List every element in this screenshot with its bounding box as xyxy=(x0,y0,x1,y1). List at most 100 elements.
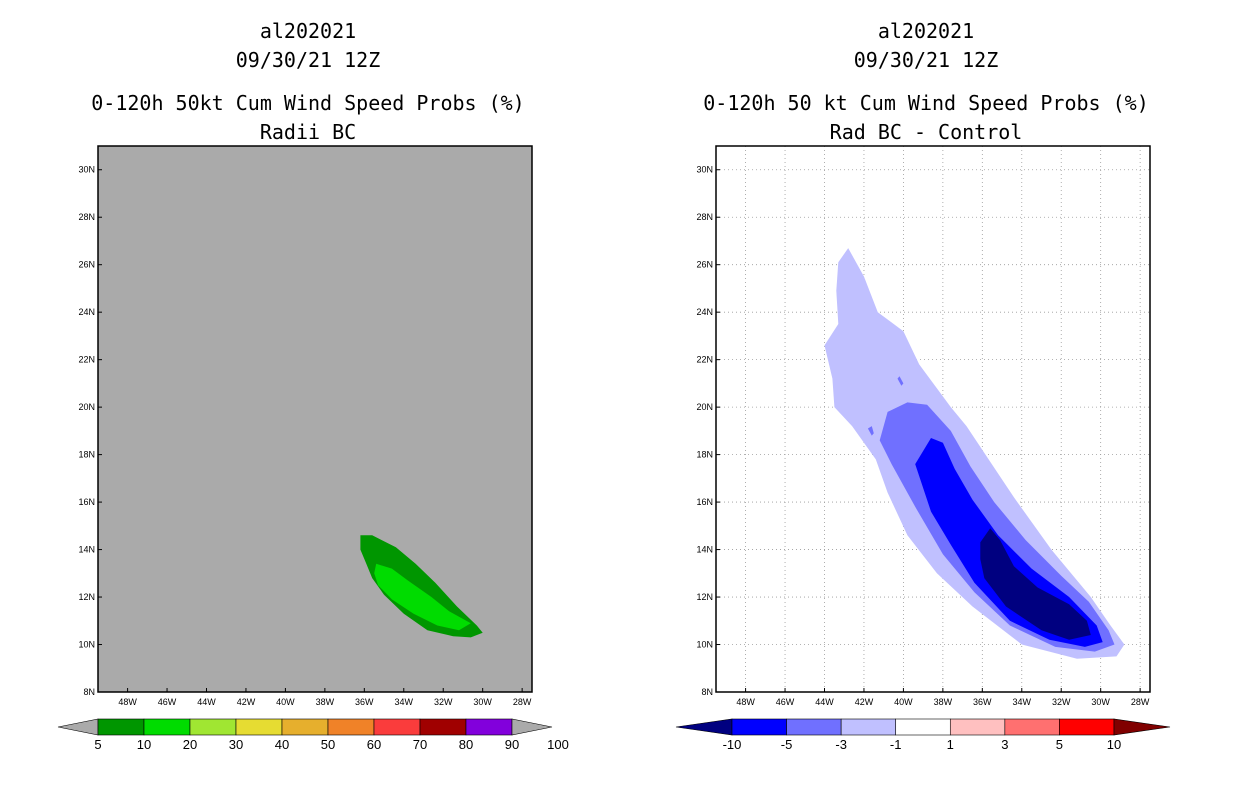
colorbar-label: 100 xyxy=(547,737,569,752)
contour-fill-3 xyxy=(980,528,1091,640)
right-title-datetime: 09/30/21 12Z xyxy=(854,48,999,72)
colorbar-swatch xyxy=(97,718,145,736)
colorbar-label: 90 xyxy=(505,737,519,752)
colorbar-swatch xyxy=(895,718,951,736)
right-colorbar: -10 -5 -3 -1 1 3 5 10 xyxy=(675,718,1171,752)
colorbar-label: 50 xyxy=(321,737,335,752)
colorbar-label: 20 xyxy=(183,737,197,752)
x-tick-label: 44W xyxy=(815,697,834,707)
x-tick-label: 46W xyxy=(776,697,795,707)
y-tick-label: 12N xyxy=(78,592,95,602)
contour-fill-1 xyxy=(374,563,471,631)
y-tick-label: 20N xyxy=(696,402,713,412)
x-tick-label: 28W xyxy=(513,697,532,707)
y-tick-label: 30N xyxy=(78,165,95,175)
colorbar-swatch xyxy=(465,718,513,736)
left-title-product: 0-120h 50kt Cum Wind Speed Probs (%) xyxy=(91,91,524,115)
x-tick-label: 36W xyxy=(973,697,992,707)
colorbar-label: 10 xyxy=(137,737,151,752)
y-tick-label: 26N xyxy=(78,260,95,270)
y-tick-label: 16N xyxy=(696,497,713,507)
x-tick-label: 30W xyxy=(1091,697,1110,707)
colorbar-label: 1 xyxy=(947,737,954,752)
x-tick-label: 48W xyxy=(118,697,137,707)
colorbar-label: -10 xyxy=(723,737,742,752)
x-tick-label: 42W xyxy=(855,697,874,707)
colorbar-low-extend xyxy=(57,718,99,736)
y-tick-label: 22N xyxy=(78,355,95,365)
left-colorbar: 5 10 20 30 40 50 60 70 80 90 100 xyxy=(57,718,569,752)
contour-fill-4 xyxy=(867,426,874,436)
x-tick-label: 40W xyxy=(276,697,295,707)
colorbar-label: 40 xyxy=(275,737,289,752)
y-tick-label: 22N xyxy=(696,355,713,365)
y-tick-label: 26N xyxy=(696,260,713,270)
colorbar-label: 3 xyxy=(1001,737,1008,752)
x-tick-label: 40W xyxy=(894,697,913,707)
right-title-product: 0-120h 50 kt Cum Wind Speed Probs (%) xyxy=(703,91,1149,115)
map-frame xyxy=(715,145,1151,693)
x-tick-label: 44W xyxy=(197,697,216,707)
x-tick-label: 28W xyxy=(1131,697,1150,707)
y-tick-label: 14N xyxy=(696,545,713,555)
colorbar-swatch xyxy=(1004,718,1060,736)
map-background xyxy=(98,146,532,692)
colorbar-swatch xyxy=(786,718,842,736)
colorbar-high-extend xyxy=(511,718,553,736)
contour-fill-2 xyxy=(915,438,1103,647)
y-tick-label: 14N xyxy=(78,545,95,555)
colorbar-high-extend xyxy=(1113,718,1171,736)
colorbar-swatch xyxy=(731,718,787,736)
colorbar-swatch xyxy=(235,718,283,736)
y-tick-label: 8N xyxy=(83,687,95,697)
contour-fill-0 xyxy=(824,248,1125,659)
colorbar-swatch xyxy=(840,718,897,736)
y-tick-label: 10N xyxy=(78,640,95,650)
colorbar-swatch xyxy=(281,718,329,736)
map-frame xyxy=(97,145,533,693)
y-tick-label: 8N xyxy=(701,687,713,697)
y-tick-label: 30N xyxy=(696,165,713,175)
colorbar-label: -5 xyxy=(781,737,793,752)
x-tick-label: 42W xyxy=(237,697,256,707)
colorbar-swatch xyxy=(1059,718,1115,736)
x-tick-label: 30W xyxy=(473,697,492,707)
colorbar-label: 60 xyxy=(367,737,381,752)
colorbar-label: 80 xyxy=(459,737,473,752)
colorbar-label: 5 xyxy=(94,737,101,752)
left-title-storm-id: al202021 xyxy=(260,19,356,43)
x-tick-label: 38W xyxy=(316,697,335,707)
left-map-panel: 48W 46W 44W 42W 40W 38W 36W 34W 32W 30W 28W 8N 10N 12… xyxy=(78,145,533,707)
y-tick-label: 24N xyxy=(696,307,713,317)
y-tick-label: 18N xyxy=(696,450,713,460)
colorbar-swatch xyxy=(143,718,191,736)
contour-fill-5 xyxy=(897,376,904,386)
x-tick-label: 38W xyxy=(934,697,953,707)
x-tick-label: 36W xyxy=(355,697,374,707)
colorbar-label: 70 xyxy=(413,737,427,752)
y-tick-label: 28N xyxy=(78,212,95,222)
y-tick-label: 18N xyxy=(78,450,95,460)
colorbar-swatch xyxy=(949,718,1006,736)
right-map-panel: 48W 46W 44W 42W 40W 38W 36W 34W 32W 30W 28W 8N 10N 12… xyxy=(696,145,1151,707)
x-tick-label: 32W xyxy=(1052,697,1071,707)
x-tick-label: 48W xyxy=(736,697,755,707)
colorbar-low-extend xyxy=(675,718,733,736)
contour-fill-0 xyxy=(360,535,483,638)
y-tick-label: 10N xyxy=(696,640,713,650)
colorbar-label: 5 xyxy=(1056,737,1063,752)
colorbar-label: 30 xyxy=(229,737,243,752)
left-title-datetime: 09/30/21 12Z xyxy=(236,48,381,72)
y-tick-label: 20N xyxy=(78,402,95,412)
colorbar-swatch xyxy=(327,718,375,736)
colorbar-label: -1 xyxy=(890,737,902,752)
right-title-storm-id: al202021 xyxy=(878,19,974,43)
right-title-subtitle: Rad BC - Control xyxy=(830,120,1023,144)
left-title-subtitle: Radii BC xyxy=(260,120,356,144)
colorbar-swatch xyxy=(419,718,467,736)
x-tick-label: 46W xyxy=(158,697,177,707)
x-tick-label: 34W xyxy=(395,697,414,707)
y-tick-label: 28N xyxy=(696,212,713,222)
colorbar-label: 10 xyxy=(1107,737,1121,752)
